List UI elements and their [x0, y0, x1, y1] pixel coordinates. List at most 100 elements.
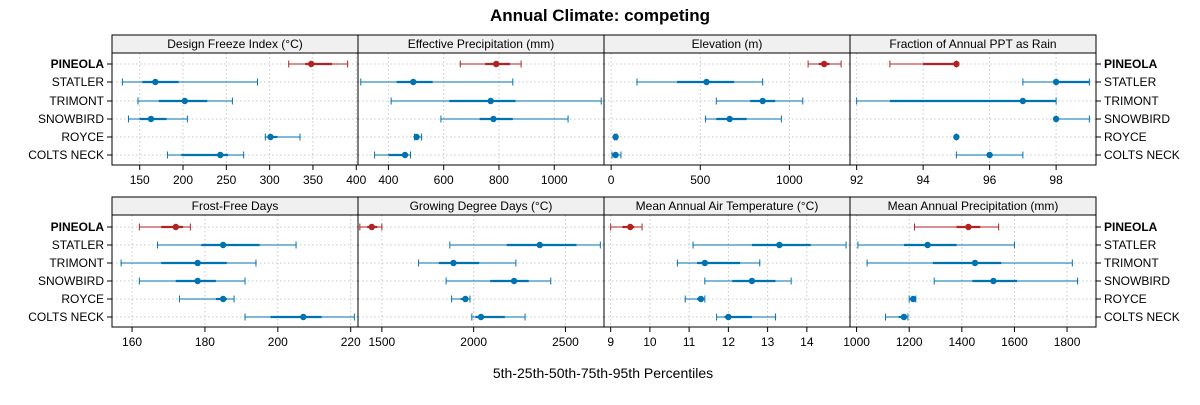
- panel-frame: [357, 52, 605, 166]
- datum-statler: [449, 241, 601, 249]
- site-label-row: SNOWBIRD SNOWBIRD: [38, 274, 1170, 288]
- median-point: [219, 295, 227, 303]
- datum-pineola: [288, 60, 349, 68]
- site-label-row: TRIMONT TRIMONT: [49, 256, 1159, 270]
- datum-royce: [413, 133, 423, 141]
- site-label-left: SNOWBIRD: [38, 274, 104, 288]
- datum-royce: [451, 295, 471, 303]
- site-label-left: STATLER: [52, 75, 105, 89]
- site-label-right: COLTS NECK: [1104, 148, 1180, 162]
- datum-colts-neck: [166, 151, 245, 159]
- median-point: [413, 133, 420, 141]
- site-label-right: PINEOLA: [1104, 220, 1158, 234]
- datum-snowbird: [933, 277, 1079, 285]
- x-tick-label: 180: [195, 335, 215, 349]
- datum-snowbird: [704, 277, 792, 285]
- datum-statler: [857, 241, 1015, 249]
- site-label-right: PINEOLA: [1104, 57, 1158, 71]
- x-tick-label: 600: [434, 173, 454, 187]
- datum-snowbird: [127, 115, 188, 123]
- x-tick-label: 94: [916, 173, 930, 187]
- site-label-row: COLTS NECK COLTS NECK: [28, 148, 1180, 162]
- panel-7: Mean Annual Air Temperature (°C) 9 10 11 12 1…: [603, 196, 851, 349]
- datum-trimont: [137, 97, 233, 105]
- datum-snowbird: [705, 115, 782, 123]
- site-label-row: ROYCE ROYCE: [61, 292, 1146, 306]
- datum-pineola: [359, 223, 383, 231]
- median-point: [909, 295, 917, 303]
- median-point: [971, 259, 979, 267]
- x-tick-label: 1600: [1001, 335, 1028, 349]
- panel-frame: [111, 52, 359, 166]
- datum-royce: [264, 133, 301, 141]
- panel-title: Fraction of Annual PPT as Rain: [889, 37, 1056, 51]
- datum-colts-neck: [374, 151, 412, 159]
- x-tick-label: 1000: [541, 173, 568, 187]
- panels-group: Design Freeze Index (°C) 150 200 250 300 350 4…: [28, 34, 1180, 349]
- x-tick-label: 98: [1049, 173, 1063, 187]
- site-label-left: COLTS NECK: [28, 148, 104, 162]
- site-label-left: ROYCE: [61, 292, 104, 306]
- median-point: [726, 115, 733, 123]
- site-label-left: SNOWBIRD: [38, 112, 104, 126]
- panel-frame: [849, 52, 1097, 166]
- x-tick-label: 200: [173, 173, 193, 187]
- median-point: [194, 277, 201, 285]
- x-tick-label: 11: [683, 335, 696, 349]
- datum-pineola: [138, 223, 191, 231]
- median-point: [267, 133, 274, 141]
- datum-royce: [178, 295, 235, 303]
- x-axis-label: 5th-25th-50th-75th-95th Percentiles: [493, 365, 713, 381]
- median-point: [776, 241, 783, 249]
- x-tick-label: 400: [346, 173, 366, 187]
- median-point: [477, 313, 485, 321]
- chart-title: Annual Climate: competing: [490, 6, 710, 25]
- site-label-right: SNOWBIRD: [1104, 112, 1170, 126]
- panel-frame: [603, 214, 851, 328]
- site-label-left: PINEOLA: [51, 220, 105, 234]
- median-point: [612, 151, 619, 159]
- median-point: [410, 78, 417, 86]
- median-point: [759, 97, 766, 105]
- x-tick-label: 9: [607, 335, 614, 349]
- datum-colts-neck: [955, 151, 1024, 159]
- median-point: [627, 223, 634, 231]
- panel-frame: [111, 214, 359, 328]
- median-point: [194, 259, 201, 267]
- site-label-left: PINEOLA: [51, 57, 105, 71]
- panel-2: Effective Precipitation (mm) 400 600 800 100…: [357, 34, 605, 187]
- median-point: [368, 223, 375, 231]
- datum-snowbird: [138, 277, 246, 285]
- datum-trimont: [120, 259, 257, 267]
- median-point: [703, 78, 710, 86]
- median-point: [147, 115, 155, 123]
- x-tick-label: 250: [216, 173, 236, 187]
- x-tick-label: 1000: [776, 173, 803, 187]
- median-point: [510, 277, 518, 285]
- panel-frame: [849, 214, 1097, 328]
- x-tick-label: 1400: [948, 335, 975, 349]
- x-tick-label: 150: [130, 173, 150, 187]
- median-point: [1052, 115, 1060, 123]
- site-label-right: ROYCE: [1104, 130, 1147, 144]
- median-point: [697, 295, 705, 303]
- median-point: [450, 259, 457, 267]
- site-label-left: STATLER: [52, 238, 105, 252]
- datum-pineola: [459, 60, 522, 68]
- median-point: [900, 313, 908, 321]
- datum-colts-neck: [471, 313, 526, 321]
- x-tick-label: 1500: [369, 335, 396, 349]
- site-label-row: STATLER STATLER: [52, 75, 1157, 89]
- median-point: [493, 60, 500, 68]
- datum-statler: [692, 241, 847, 249]
- x-tick-label: 10: [643, 335, 657, 349]
- datum-trimont: [390, 97, 602, 105]
- median-point: [308, 60, 315, 68]
- median-point: [490, 115, 497, 123]
- panel-title: Mean Annual Air Temperature (°C): [636, 199, 819, 213]
- x-tick-label: 0: [608, 173, 615, 187]
- median-point: [172, 223, 179, 231]
- median-point: [1052, 78, 1060, 86]
- median-point: [748, 277, 756, 285]
- site-label-right: TRIMONT: [1104, 94, 1159, 108]
